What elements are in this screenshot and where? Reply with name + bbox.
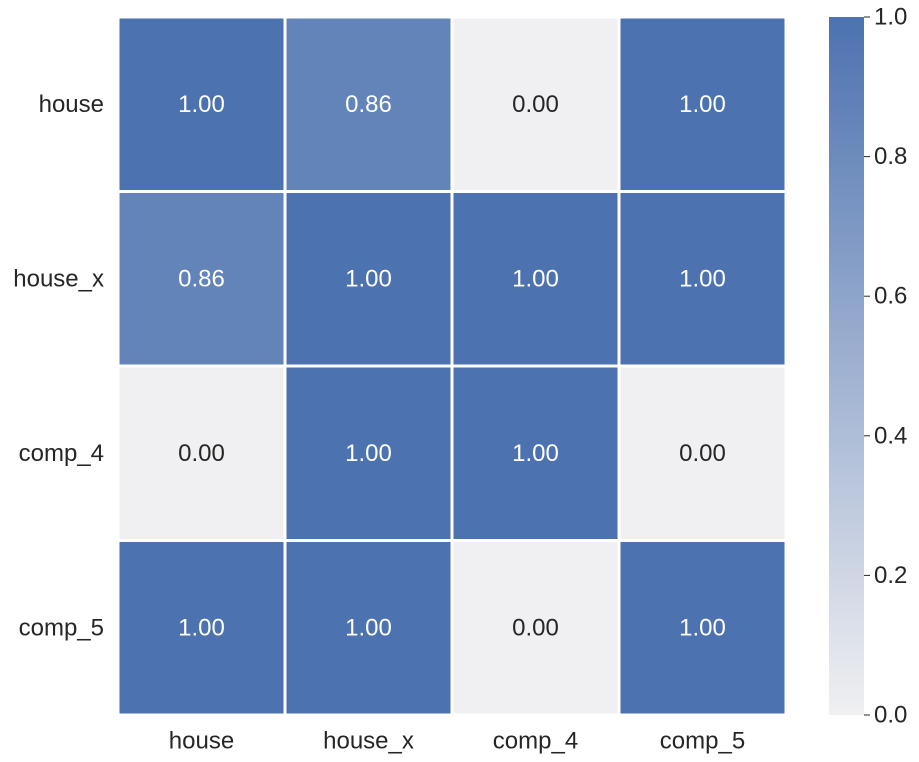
cell-value-label: 1.00 (512, 440, 559, 467)
y-tick-label: house (39, 91, 104, 118)
cell-value-label: 0.00 (512, 91, 559, 118)
cell-value-label: 1.00 (345, 614, 392, 641)
y-tick-label: house_x (13, 265, 104, 292)
cell-value-label: 0.00 (178, 440, 225, 467)
heatmap-cell-house_x-comp_5 (617, 190, 788, 368)
x-tick-label: comp_4 (493, 728, 578, 755)
heatmap-cell-comp_5-house (116, 539, 287, 717)
cell-value-label: 1.00 (679, 91, 726, 118)
cell-value-label: 1.00 (178, 614, 225, 641)
x-tick-label: comp_5 (660, 728, 745, 755)
cell-value-label: 1.00 (679, 265, 726, 292)
cell-value-label: 1.00 (178, 91, 225, 118)
x-tick-label: house (169, 728, 234, 755)
heatmap-cell-comp_4-house_x (283, 364, 454, 542)
heatmap-cell-house_x-house_x (283, 190, 454, 368)
x-axis-tick-labels: house house_x comp_4 comp_5 (169, 728, 745, 755)
y-tick-label: comp_5 (19, 614, 104, 641)
colorbar-gradient (829, 17, 864, 715)
colorbar-tick-label: 0.2 (874, 562, 907, 589)
heatmap-cell-comp_5-house_x (283, 539, 454, 717)
colorbar-tick-label: 0.0 (874, 702, 907, 729)
cell-value-label: 1.00 (679, 614, 726, 641)
colorbar-tick-label: 0.4 (874, 422, 907, 449)
heatmap-cell-comp_4-comp_5 (617, 364, 788, 542)
cell-value-label: 1.00 (345, 265, 392, 292)
cell-value-label: 0.86 (178, 265, 225, 292)
y-axis-tick-labels: house house_x comp_4 comp_5 (13, 91, 104, 642)
cell-value-label: 0.00 (679, 440, 726, 467)
colorbar-tick-label: 0.8 (874, 143, 907, 170)
cell-value-label: 1.00 (512, 265, 559, 292)
heatmap-cell-house-house (116, 15, 287, 193)
heatmap-cells (116, 15, 788, 717)
colorbar-tick-label: 0.6 (874, 283, 907, 310)
cell-value-label: 1.00 (345, 440, 392, 467)
colorbar: 0.0 0.2 0.4 0.6 0.8 1.0 (829, 4, 907, 729)
y-tick-label: comp_4 (19, 440, 104, 467)
heatmap-cell-house-comp_5 (617, 15, 788, 193)
colorbar-tick-label: 1.0 (874, 4, 907, 31)
cell-value-label: 0.00 (512, 614, 559, 641)
heatmap-cell-house-comp_4 (450, 15, 621, 193)
heatmap-cell-comp_5-comp_5 (617, 539, 788, 717)
cell-value-label: 0.86 (345, 91, 392, 118)
heatmap-cell-labels: 1.00 0.86 0.00 1.00 0.86 1.00 1.00 1.00 0.00 1.00… (178, 91, 726, 642)
heatmap-cell-house-house_x (283, 15, 454, 193)
x-tick-label: house_x (323, 728, 414, 755)
